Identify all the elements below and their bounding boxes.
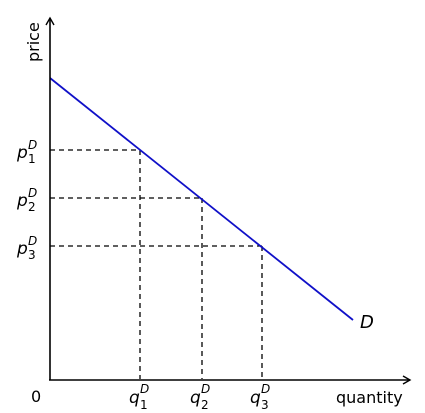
quantity-label-2: q D 2 [190,382,210,412]
y-axis-label: price [24,22,43,62]
price-label-1: p D 1 [16,138,37,166]
x-axis-label: quantity [336,388,403,407]
curve-label: D [360,312,374,333]
price-label-3: p D 3 [16,234,37,262]
price-label-3-base: p [16,239,28,259]
price-label-1-base: p [16,143,28,163]
quantity-label-1-base: q [129,388,140,408]
origin-label: 0 [31,387,41,406]
price-label-2: p D 2 [16,186,37,214]
quantity-label-3: q D 3 [250,382,270,412]
quantity-label-3-sup: D [261,382,270,396]
price-label-2-sup: D [28,186,37,200]
quantity-label-3-base: q [250,388,261,408]
quantity-label-2-sub: 2 [201,398,209,412]
demand-curve [49,77,354,321]
quantity-label-1-sub: 1 [140,398,148,412]
price-label-1-sub: 1 [28,152,36,166]
quantity-label-1-sup: D [140,382,149,396]
quantity-label-2-base: q [190,388,201,408]
price-label-2-sub: 2 [28,200,36,214]
price-label-2-base: p [16,191,28,211]
quantity-label-2-sup: D [201,382,210,396]
price-label-3-sub: 3 [28,248,36,262]
quantity-label-1: q D 1 [129,382,149,412]
quantity-label-3-sub: 3 [261,398,269,412]
price-label-3-sup: D [28,234,37,248]
price-label-1-sup: D [28,138,37,152]
